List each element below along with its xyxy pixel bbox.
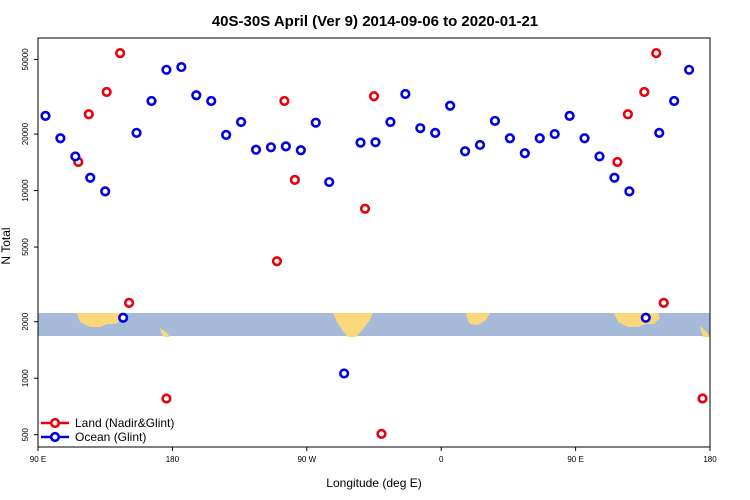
- data-point: [40, 110, 51, 121]
- data-point: [459, 146, 471, 157]
- data-point: [654, 127, 665, 138]
- data-point: [118, 312, 129, 323]
- data-point: [697, 393, 708, 404]
- y-axis-label: N Total: [0, 227, 13, 264]
- data-point: [279, 95, 290, 107]
- data-point: [683, 64, 695, 75]
- data-point: [519, 148, 530, 159]
- data-point: [83, 109, 94, 120]
- y-tick-label: 1000: [21, 369, 30, 387]
- y-tick-label: 500: [21, 427, 30, 441]
- data-point: [622, 109, 633, 120]
- y-tick-label: 20000: [21, 122, 30, 145]
- x-axis-label: Longitude (deg E): [326, 476, 421, 490]
- legend-marker: [49, 417, 61, 429]
- chart-title: 40S-30S April (Ver 9) 2014-09-06 to 2020…: [212, 13, 538, 30]
- data-point: [289, 174, 300, 185]
- legend-label: Ocean (Glint): [75, 430, 146, 444]
- x-tick-label: 90 E: [30, 455, 46, 464]
- data-point: [280, 141, 291, 152]
- data-point: [368, 91, 380, 102]
- data-point: [295, 145, 306, 156]
- map-land-2: [333, 313, 373, 337]
- data-point: [131, 127, 142, 138]
- data-point: [146, 95, 157, 107]
- data-point: [594, 151, 605, 162]
- y-tick-label: 2000: [21, 312, 30, 330]
- data-point: [355, 137, 366, 148]
- data-point: [115, 48, 126, 59]
- data-point: [430, 127, 441, 138]
- data-point: [564, 110, 575, 121]
- data-point: [123, 297, 135, 308]
- map-land-5: [700, 326, 710, 337]
- map-land-1: [160, 328, 170, 337]
- data-point: [624, 186, 635, 197]
- data-point: [400, 88, 411, 100]
- data-point: [235, 116, 247, 128]
- y-tick-label: 5000: [21, 238, 30, 256]
- map-land-0: [77, 313, 122, 327]
- data-point: [359, 203, 371, 214]
- data-point: [206, 95, 217, 107]
- y-tick-label: 50000: [21, 48, 30, 71]
- data-point: [221, 129, 232, 140]
- data-point: [100, 186, 111, 197]
- data-point: [339, 368, 350, 379]
- y-tick-label: 10000: [21, 179, 30, 202]
- data-point: [445, 100, 456, 111]
- data-point: [191, 90, 202, 101]
- data-point: [489, 115, 501, 127]
- data-point: [639, 86, 650, 98]
- data-points: [40, 48, 708, 439]
- x-tick-label: 180: [166, 455, 180, 464]
- data-point: [385, 116, 396, 128]
- data-point: [658, 297, 669, 308]
- data-point: [85, 172, 96, 183]
- data-point: [415, 123, 426, 134]
- legend: Land (Nadir&Glint)Ocean (Glint): [41, 416, 174, 444]
- y-axis: 500 1000 2000 5000 10000 20000 50000: [21, 48, 38, 441]
- data-point: [324, 176, 335, 188]
- world-map-strip: [38, 313, 710, 337]
- data-point: [271, 256, 283, 267]
- data-point: [640, 312, 651, 323]
- data-point: [70, 151, 81, 162]
- data-point: [504, 133, 515, 144]
- legend-marker: [49, 431, 61, 443]
- data-point: [310, 117, 321, 128]
- map-ocean: [38, 313, 710, 336]
- data-point: [579, 133, 590, 144]
- data-point: [651, 48, 662, 59]
- data-point: [250, 144, 262, 155]
- x-tick-label: 90 W: [297, 455, 316, 464]
- data-point: [669, 95, 680, 107]
- data-point: [176, 61, 187, 73]
- data-point: [370, 137, 381, 148]
- data-point: [534, 133, 545, 144]
- data-point: [612, 156, 623, 168]
- data-point: [55, 133, 66, 144]
- series-land: [73, 48, 708, 439]
- data-point: [376, 428, 387, 439]
- data-point: [549, 128, 560, 140]
- legend-label: Land (Nadir&Glint): [75, 416, 174, 430]
- data-point: [609, 172, 620, 183]
- x-tick-label: 0: [439, 455, 444, 464]
- data-point: [474, 139, 486, 151]
- series-ocean: [40, 61, 695, 379]
- x-tick-label: 90 E: [567, 455, 583, 464]
- data-point: [265, 142, 277, 153]
- x-axis: 90 E 180 90 W 0 90 E 180: [30, 447, 717, 464]
- plot-frame: [37, 37, 711, 448]
- data-point: [101, 86, 112, 98]
- data-point: [161, 393, 172, 404]
- x-tick-label: 180: [703, 455, 717, 464]
- data-point: [161, 64, 172, 75]
- map-land-3: [466, 313, 490, 325]
